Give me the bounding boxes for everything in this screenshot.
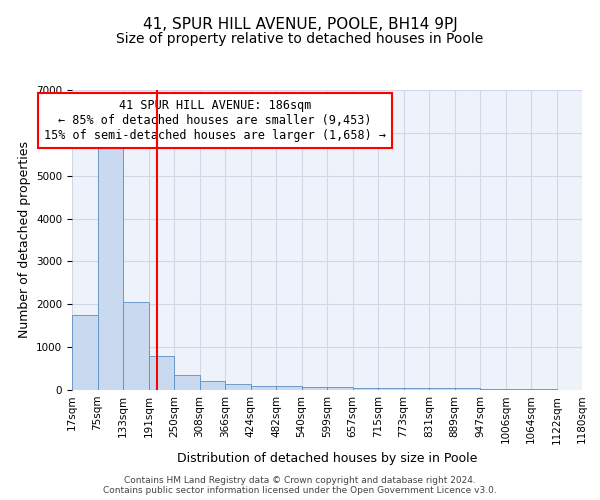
Bar	[302, 388, 327, 390]
Bar	[353, 388, 378, 390]
Y-axis label: Number of detached properties: Number of detached properties	[17, 142, 31, 338]
Bar	[225, 384, 251, 390]
Bar	[429, 388, 455, 390]
Bar	[404, 388, 429, 390]
Text: Contains HM Land Registry data © Crown copyright and database right 2024.
Contai: Contains HM Land Registry data © Crown c…	[103, 476, 497, 495]
Bar	[327, 388, 353, 390]
Bar	[505, 389, 531, 390]
Bar	[199, 382, 225, 390]
Bar	[378, 388, 404, 390]
Bar	[251, 386, 276, 390]
Bar	[174, 376, 199, 390]
Bar	[480, 388, 505, 390]
X-axis label: Distribution of detached houses by size in Poole: Distribution of detached houses by size …	[177, 452, 477, 465]
Bar	[276, 386, 302, 390]
Bar	[531, 389, 557, 390]
Text: 41, SPUR HILL AVENUE, POOLE, BH14 9PJ: 41, SPUR HILL AVENUE, POOLE, BH14 9PJ	[143, 18, 457, 32]
Bar	[123, 302, 149, 390]
Bar	[72, 315, 97, 390]
Bar	[97, 144, 123, 390]
Text: Size of property relative to detached houses in Poole: Size of property relative to detached ho…	[116, 32, 484, 46]
Bar	[149, 356, 174, 390]
Bar	[455, 388, 480, 390]
Text: 41 SPUR HILL AVENUE: 186sqm
← 85% of detached houses are smaller (9,453)
15% of : 41 SPUR HILL AVENUE: 186sqm ← 85% of det…	[44, 99, 386, 142]
